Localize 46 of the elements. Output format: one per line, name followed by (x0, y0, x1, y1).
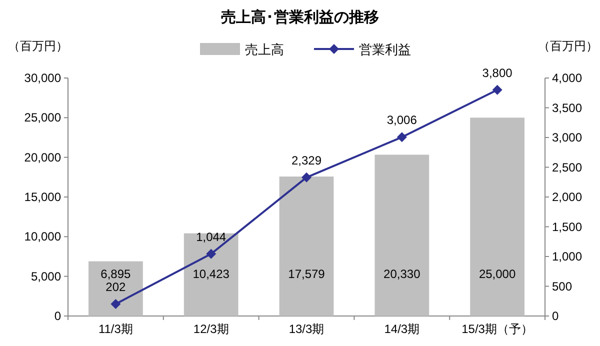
data-label: 3,800 (482, 66, 513, 80)
x-tick-label: 13/3期 (288, 322, 324, 336)
legend-label: 営業利益 (359, 42, 411, 57)
x-tick-label: 12/3期 (193, 322, 229, 336)
y2-tick-label: 2,000 (552, 190, 582, 204)
point (110, 298, 121, 309)
chart-title: 売上高･営業利益の推移 (221, 8, 379, 26)
x-tick-label: 11/3期 (98, 322, 133, 336)
y2-tick-label: 3,000 (552, 130, 582, 144)
y2-tick-label: 3,500 (552, 100, 582, 115)
point (492, 84, 502, 95)
y-tick-label: 20,000 (24, 150, 62, 164)
y-tick-label: 25,000 (24, 110, 62, 125)
y2-tick-label: 500 (552, 279, 572, 294)
bar (470, 118, 524, 316)
bar (279, 176, 334, 316)
y2-tick-label: 4,000 (552, 71, 582, 85)
y2-tick-label: 1,500 (552, 220, 582, 234)
data-label: 17,579 (288, 267, 326, 281)
bar (374, 154, 430, 316)
point (396, 132, 407, 142)
x-tick-label: 14/3期 (384, 322, 420, 336)
y2-tick-label: 1,000 (552, 250, 582, 264)
data-label: 6,895 (100, 267, 132, 281)
data-label: 10,423 (192, 267, 230, 281)
y2-tick-label: 0 (552, 309, 559, 323)
data-label: 202 (106, 280, 126, 294)
point (206, 248, 216, 259)
point (302, 172, 312, 182)
y-tick-label: 30,000 (24, 71, 62, 85)
x-tick-label: 15/3期（予） (462, 322, 533, 336)
y-tick-label: 0 (54, 309, 62, 323)
y-axis-title: （百万円） (8, 39, 68, 53)
legend-label: 売上高 (245, 42, 284, 57)
bar (88, 261, 143, 316)
data-label: 1,044 (196, 230, 226, 244)
y2-axis-title: （百万円） (538, 39, 598, 53)
y-tick-label: 15,000 (24, 190, 62, 204)
y2-tick-label: 2,500 (552, 160, 582, 174)
bar (184, 233, 238, 316)
data-label: 25,000 (478, 267, 516, 281)
y-tick-label: 5,000 (30, 269, 62, 284)
data-label: 3,006 (386, 113, 418, 128)
data-label: 2,329 (291, 153, 322, 168)
data-label: 20,330 (384, 267, 421, 281)
y-tick-label: 10,000 (24, 230, 62, 244)
